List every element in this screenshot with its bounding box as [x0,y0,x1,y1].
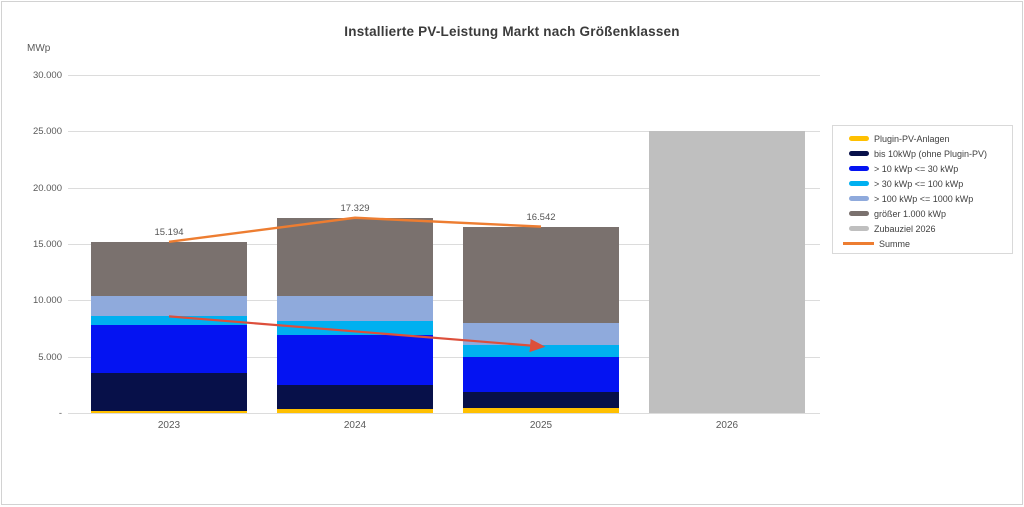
legend: Plugin-PV-Anlagen bis 10kWp (ohne Plugin-… [832,125,1013,254]
legend-label: > 10 kWp <= 30 kWp [874,163,959,174]
legend-label: bis 10kWp (ohne Plugin-PV) [874,148,988,159]
bar-segment [463,392,619,409]
total-label: 15.194 [154,226,184,238]
bar-segment [91,295,247,316]
total-label: 17.329 [340,202,370,214]
bar-segment [463,344,619,357]
gridline [68,356,820,358]
bar-segment [91,373,247,412]
legend-item: Zubauziel 2026 [843,221,1012,236]
legend-label: Plugin-PV-Anlagen [874,133,950,144]
bar-segment [463,408,619,413]
bar-segment [649,131,805,413]
legend-label: Summe [879,238,911,249]
gridline [68,75,820,76]
bar-segment [91,315,247,326]
legend-swatch [849,151,869,156]
legend-swatch [849,136,869,141]
gridline [68,244,820,245]
x-tick-label: 2023 [157,420,181,431]
x-tick-label: 2025 [529,420,553,431]
y-tick-label: 5.000 [38,351,62,363]
y-tick-label: 30.000 [32,70,62,81]
bar-segment [277,217,433,296]
y-tick-label: 20.000 [32,182,62,194]
legend-item: Summe [843,236,1012,251]
y-tick-label: 15.000 [32,239,62,250]
y-tick-label: 25.000 [32,126,62,138]
bar-segment [91,411,247,413]
gridline [68,300,820,302]
bar-segment [277,384,433,410]
legend-swatch [849,211,869,216]
legend-swatch [849,166,869,171]
bar-segment [277,321,433,336]
bar-segment [277,409,433,413]
legend-item: Plugin-PV-Anlagen [843,131,1012,146]
legend-swatch [849,196,869,201]
y-axis-unit-label: MWp [27,43,51,54]
legend-label: größer 1.000 kWp [874,208,947,219]
legend-item: > 10 kWp <= 30 kWp [843,161,1012,176]
legend-item: > 30 kWp <= 100 kWp [843,176,1012,191]
y-tick-label: - [58,408,62,419]
legend-item: bis 10kWp (ohne Plugin-PV) [843,146,1012,161]
gridline [68,131,820,133]
bar-segment [91,325,247,373]
bar-segment [463,226,619,323]
legend-label: > 100 kWp <= 1000 kWp [874,193,974,204]
legend-swatch [849,181,869,186]
bar-segment [463,322,619,345]
chart-title: Installierte PV-Leistung Markt nach Größ… [344,24,680,39]
gridline [68,187,820,189]
gridline [68,413,820,414]
x-tick-label: 2026 [715,420,739,431]
total-label: 16.542 [526,211,556,223]
y-tick-label: 10.000 [32,295,62,307]
legend-swatch [843,242,874,245]
legend-item: größer 1.000 kWp [843,206,1012,221]
bar-segment [463,356,619,393]
bar-segment [91,241,247,296]
x-tick-label: 2024 [343,420,367,431]
bar-segment [277,335,433,385]
bar-segment [277,295,433,322]
legend-item: > 100 kWp <= 1000 kWp [843,191,1012,206]
legend-swatch [849,226,869,231]
legend-label: > 30 kWp <= 100 kWp [874,178,964,189]
legend-label: Zubauziel 2026 [874,223,936,234]
